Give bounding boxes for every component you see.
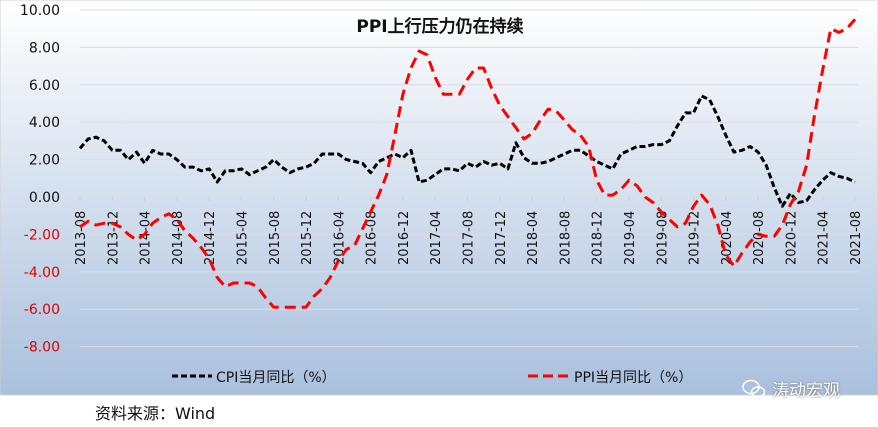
legend-cpi-label: CPI当月同比（%） — [216, 370, 336, 386]
source-note: 资料来源：Wind — [95, 404, 216, 423]
x-tick-label: 2020-04 — [720, 211, 735, 265]
x-tick-label: 2017-08 — [462, 211, 477, 265]
x-tick-label: 2014-04 — [139, 211, 154, 265]
x-tick-label: 2014-12 — [203, 211, 218, 265]
y-tick-label: -8.00 — [24, 340, 60, 356]
y-tick-label: -2.00 — [24, 227, 60, 243]
y-tick-label: -6.00 — [24, 302, 60, 318]
wechat-icon — [742, 379, 766, 398]
x-tick-label: 2018-12 — [591, 211, 606, 265]
legend-ppi-label: PPI当月同比（%） — [574, 370, 692, 386]
x-tick-label: 2014-08 — [171, 211, 186, 265]
x-tick-label: 2013-08 — [74, 211, 89, 265]
cpi-line — [78, 94, 856, 208]
legend: CPI当月同比（%） PPI当月同比（%） — [172, 370, 692, 386]
y-tick-label: 10.00 — [20, 3, 60, 19]
x-tick-label: 2016-12 — [397, 211, 412, 265]
x-tick-label: 2019-04 — [623, 211, 638, 265]
x-tick-label: 2020-08 — [752, 211, 767, 265]
x-tick-label: 2015-12 — [300, 211, 315, 265]
y-tick-label: -4.00 — [24, 265, 60, 281]
x-tick-label: 2015-08 — [268, 211, 283, 265]
watermark-text: 涛动宏观 — [772, 381, 840, 401]
x-tick-label: 2021-08 — [849, 211, 864, 265]
y-tick-label: 4.00 — [29, 115, 60, 131]
x-tick-label: 2016-08 — [365, 211, 380, 265]
x-tick-label: 2019-12 — [688, 211, 703, 265]
x-tick-label: 2015-04 — [235, 211, 250, 265]
y-tick-label: 6.00 — [29, 78, 60, 94]
x-tick-label: 2018-08 — [558, 211, 573, 265]
x-tick-label: 2021-04 — [817, 211, 832, 265]
y-tick-label: 0.00 — [29, 190, 60, 206]
y-tick-label: 2.00 — [29, 153, 60, 169]
x-tick-label: 2013-12 — [106, 211, 121, 265]
chart-title: PPI上行压力仍在持续 — [356, 16, 523, 37]
watermark: 涛动宏观 — [742, 376, 840, 401]
x-tick-label: 2018-04 — [526, 211, 541, 265]
x-tick-label: 2017-12 — [494, 211, 509, 265]
x-tick-label: 2020-12 — [784, 211, 799, 265]
ppi-line — [79, 18, 857, 309]
x-tick-label: 2017-04 — [429, 211, 444, 265]
y-tick-label: 8.00 — [29, 40, 60, 56]
x-tick-label: 2019-08 — [655, 211, 670, 265]
x-tick-label: 2016-04 — [332, 211, 347, 265]
